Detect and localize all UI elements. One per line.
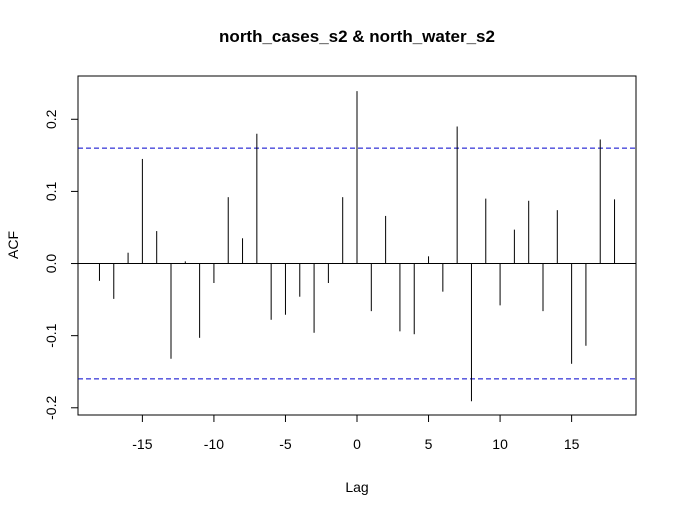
x-axis-title: Lag xyxy=(345,479,368,495)
x-tick-label: 5 xyxy=(425,436,433,452)
y-axis-title: ACF xyxy=(5,231,21,259)
x-tick-label: 0 xyxy=(353,436,361,452)
y-tick-label: -0.2 xyxy=(43,396,59,420)
x-tick-label: -15 xyxy=(132,436,152,452)
acf-bars xyxy=(98,91,616,402)
y-tick-label: 0.0 xyxy=(43,254,59,274)
y-tick-label: 0.2 xyxy=(43,109,59,129)
x-tick-label: -10 xyxy=(204,436,224,452)
x-tick-label: -5 xyxy=(279,436,292,452)
x-tick-label: 10 xyxy=(492,436,508,452)
x-tick-label: 15 xyxy=(564,436,580,452)
x-axis: -15 -10 -5 0 5 10 15 xyxy=(132,414,580,452)
confidence-lines xyxy=(78,147,636,380)
y-axis: -0.2 -0.1 0.0 0.1 0.2 xyxy=(43,109,79,420)
y-tick-label: 0.1 xyxy=(43,181,59,201)
chart-title: north_cases_s2 & north_water_s2 xyxy=(219,27,495,46)
y-tick-label: -0.1 xyxy=(43,323,59,347)
